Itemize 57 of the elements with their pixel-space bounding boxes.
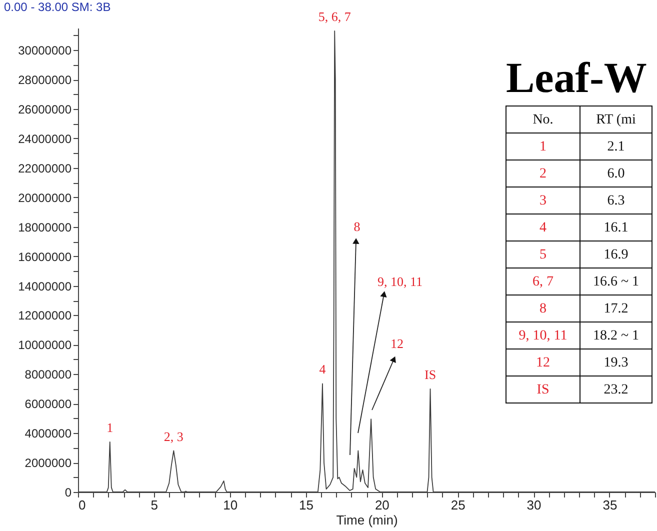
annotation: 16.9 bbox=[604, 248, 628, 262]
annotation: 2 bbox=[540, 166, 546, 182]
annotation: 1 bbox=[540, 140, 546, 154]
annotation: RT (mi bbox=[596, 112, 636, 128]
y-tick-label: 14000000 bbox=[18, 279, 72, 294]
y-tick-label: 4000000 bbox=[24, 426, 72, 441]
annotation: 2, 3 bbox=[164, 428, 184, 444]
annotation: 2.1 bbox=[607, 140, 625, 154]
y-tick-label: 6000000 bbox=[24, 397, 72, 412]
annotation: 4 bbox=[319, 362, 326, 377]
x-tick-label: 35 bbox=[602, 498, 618, 512]
annotation: 19.3 bbox=[604, 356, 628, 370]
annotation: 17.2 bbox=[604, 302, 628, 316]
annotation: 4 bbox=[540, 220, 546, 236]
annotation: IS bbox=[536, 382, 550, 398]
annotation: 3 bbox=[540, 194, 546, 208]
y-tick-label: 8000000 bbox=[24, 368, 72, 382]
annotation: 1 bbox=[106, 420, 114, 435]
text: 0.00 - 38.00 SM: 3B bbox=[4, 0, 111, 14]
annotation: 5, 6, 7 bbox=[318, 8, 352, 24]
annotation: 8 bbox=[540, 302, 546, 316]
x-tick-label: 0 bbox=[78, 498, 86, 512]
y-tick-label: 12000000 bbox=[18, 308, 72, 323]
y-tick-label: 24000000 bbox=[18, 132, 72, 146]
annotation: 16.1 bbox=[604, 220, 628, 236]
y-tick-label: 28000000 bbox=[18, 73, 72, 88]
y-tick-label: 30000000 bbox=[18, 44, 72, 58]
y-tick-label: 0 bbox=[64, 486, 72, 500]
x-tick-label: 5 bbox=[150, 498, 158, 512]
annotation: No. bbox=[532, 112, 554, 128]
x-tick-label: 25 bbox=[450, 498, 466, 512]
text: Leaf-W bbox=[506, 55, 647, 102]
annotation: 9, 10, 11 bbox=[518, 328, 568, 344]
x-tick-label: 20 bbox=[374, 498, 390, 512]
y-tick-label: 16000000 bbox=[18, 250, 72, 264]
annotation: 9, 10, 11 bbox=[377, 274, 423, 289]
annotation: IS bbox=[424, 366, 436, 382]
x-tick-label: 10 bbox=[223, 498, 238, 512]
x-tick-label: 30 bbox=[526, 498, 542, 512]
y-tick-label: 22000000 bbox=[18, 161, 72, 176]
annotation: 5 bbox=[540, 248, 546, 262]
annotation: 6.3 bbox=[607, 194, 625, 208]
annotation: 6, 7 bbox=[532, 274, 554, 290]
annotation: 6.0 bbox=[607, 166, 625, 182]
annotation: 12 bbox=[536, 356, 550, 370]
y-tick-label: 2000000 bbox=[24, 456, 72, 470]
x-axis-title: Time (min) bbox=[336, 512, 398, 528]
annotation: 16.6 ~ 1 bbox=[592, 274, 640, 290]
annotation: 23.2 bbox=[604, 382, 628, 398]
y-tick-label: 26000000 bbox=[18, 102, 72, 117]
y-tick-label: 18000000 bbox=[18, 220, 72, 234]
y-tick-label: 20000000 bbox=[18, 190, 72, 205]
annotation: 18.2 ~ 1 bbox=[592, 328, 640, 344]
x-tick-label: 15 bbox=[299, 498, 314, 512]
annotation: 12 bbox=[390, 336, 404, 351]
annotation: 8 bbox=[354, 219, 360, 234]
y-tick-label: 10000000 bbox=[18, 338, 72, 352]
